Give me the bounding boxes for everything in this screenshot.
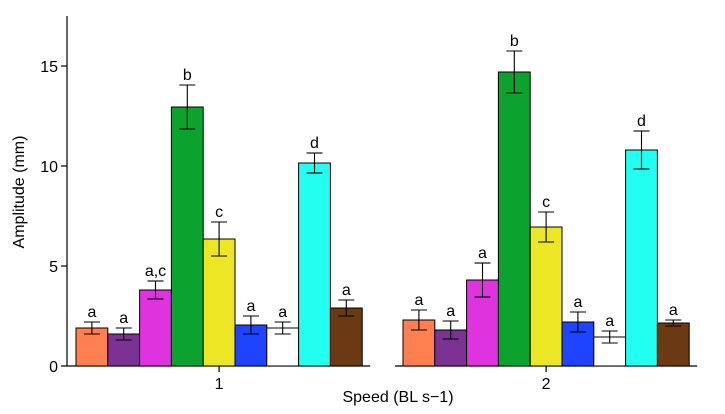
significance-label: a [278, 304, 287, 321]
bar [170, 106, 204, 367]
significance-label: d [310, 135, 319, 152]
y-axis-label: Amplitude (mm) [11, 136, 28, 249]
x-axis-label: Speed (BL s−1) [342, 389, 453, 406]
significance-label: a [573, 294, 582, 311]
significance-label: a [87, 304, 96, 321]
y-tick-label: 10 [40, 159, 58, 176]
y-tick-label: 0 [49, 359, 58, 376]
significance-label: a [342, 282, 351, 299]
bar [497, 71, 531, 367]
bar [625, 149, 658, 367]
x-tick-label: 2 [542, 376, 551, 393]
bar [329, 307, 363, 367]
bars-group [75, 50, 690, 367]
significance-label: a [605, 313, 614, 330]
bar [656, 322, 690, 367]
significance-label: b [510, 33, 519, 50]
significance-label: b [183, 67, 192, 84]
significance-label: a [246, 298, 255, 315]
significance-label: a [478, 245, 487, 262]
significance-label: c [215, 204, 223, 221]
significance-label: c [542, 194, 550, 211]
significance-label: a [669, 302, 678, 319]
significance-labels-group: a a a,c b c a a d a a a a b c a a d a [87, 33, 677, 330]
y-tick-label: 15 [40, 59, 58, 76]
y-tick-label: 5 [49, 259, 58, 276]
bar [298, 162, 331, 367]
significance-label: d [637, 113, 646, 130]
bar [529, 226, 563, 367]
bar [202, 238, 236, 367]
y-axis: 0 5 10 15 [40, 16, 68, 376]
significance-label: a [446, 303, 455, 320]
significance-label: a [414, 292, 423, 309]
significance-label: a [119, 310, 128, 327]
significance-label: a,c [145, 263, 166, 280]
x-tick-label: 1 [215, 376, 224, 393]
bar [139, 289, 172, 367]
